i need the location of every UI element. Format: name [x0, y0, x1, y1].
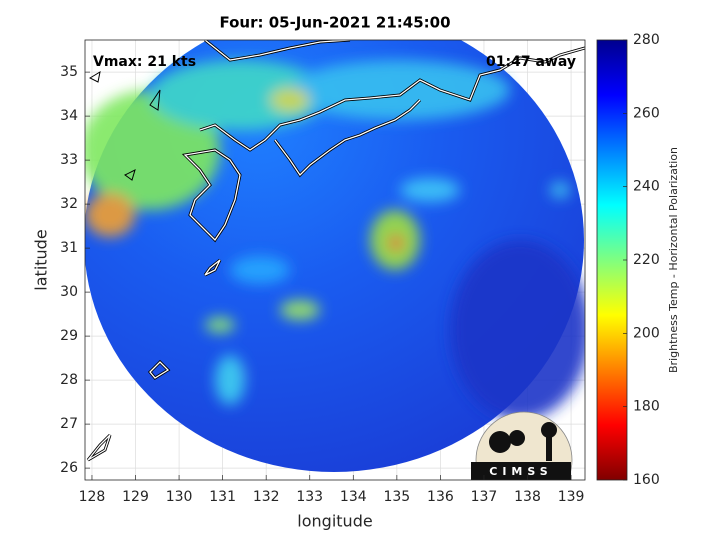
x-tick-label: 130: [166, 489, 193, 505]
y-tick-label: 32: [60, 196, 78, 212]
x-tick-label: 129: [122, 489, 149, 505]
y-tick-label: 35: [60, 64, 78, 80]
logo: CIMSS: [471, 411, 573, 480]
x-axis-label: longitude: [297, 512, 372, 531]
y-tick-label: 26: [60, 460, 78, 476]
x-tick-label: 131: [209, 489, 236, 505]
coastlines: [86, 40, 585, 462]
plot-frame: [84, 39, 586, 481]
y-tick-label: 33: [60, 152, 78, 168]
colorbar-tick-label: 220: [633, 252, 660, 268]
colorbar-tick-label: 240: [633, 179, 660, 195]
logo-text: CIMSS: [489, 465, 552, 478]
x-tick-label: 135: [383, 489, 410, 505]
y-tick-label: 34: [60, 108, 78, 124]
x-tick-label: 132: [253, 489, 280, 505]
y-tick-label: 31: [60, 240, 78, 256]
y-axis-label: latitude: [32, 229, 51, 290]
colorbar-label: Brightness Temp - Horizontal Polarizatio…: [667, 147, 680, 373]
x-tick-label: 136: [427, 489, 454, 505]
y-tick-label: 28: [60, 372, 78, 388]
x-tick-label: 128: [79, 489, 106, 505]
x-tick-label: 138: [514, 489, 541, 505]
y-tick-label: 30: [60, 284, 78, 300]
colorbar-tick-label: 160: [633, 472, 660, 488]
colorbar-tick-label: 180: [633, 399, 660, 415]
colorbar: [596, 39, 628, 481]
x-tick-label: 133: [296, 489, 323, 505]
colorbar-tick-label: 280: [633, 32, 660, 48]
x-tick-label: 134: [340, 489, 367, 505]
colorbar-tick-label: 260: [633, 105, 660, 121]
swath-image: [85, 40, 585, 472]
x-tick-label: 137: [471, 489, 498, 505]
colorbar-tick-label: 200: [633, 325, 660, 341]
annotation: Vmax: 21 kts: [93, 54, 196, 70]
chart-title: Four: 05-Jun-2021 21:45:00: [219, 14, 450, 32]
y-tick-label: 27: [60, 416, 78, 432]
y-tick-label: 29: [60, 328, 78, 344]
annotation: 01:47 away: [486, 54, 576, 70]
x-tick-label: 139: [558, 489, 585, 505]
